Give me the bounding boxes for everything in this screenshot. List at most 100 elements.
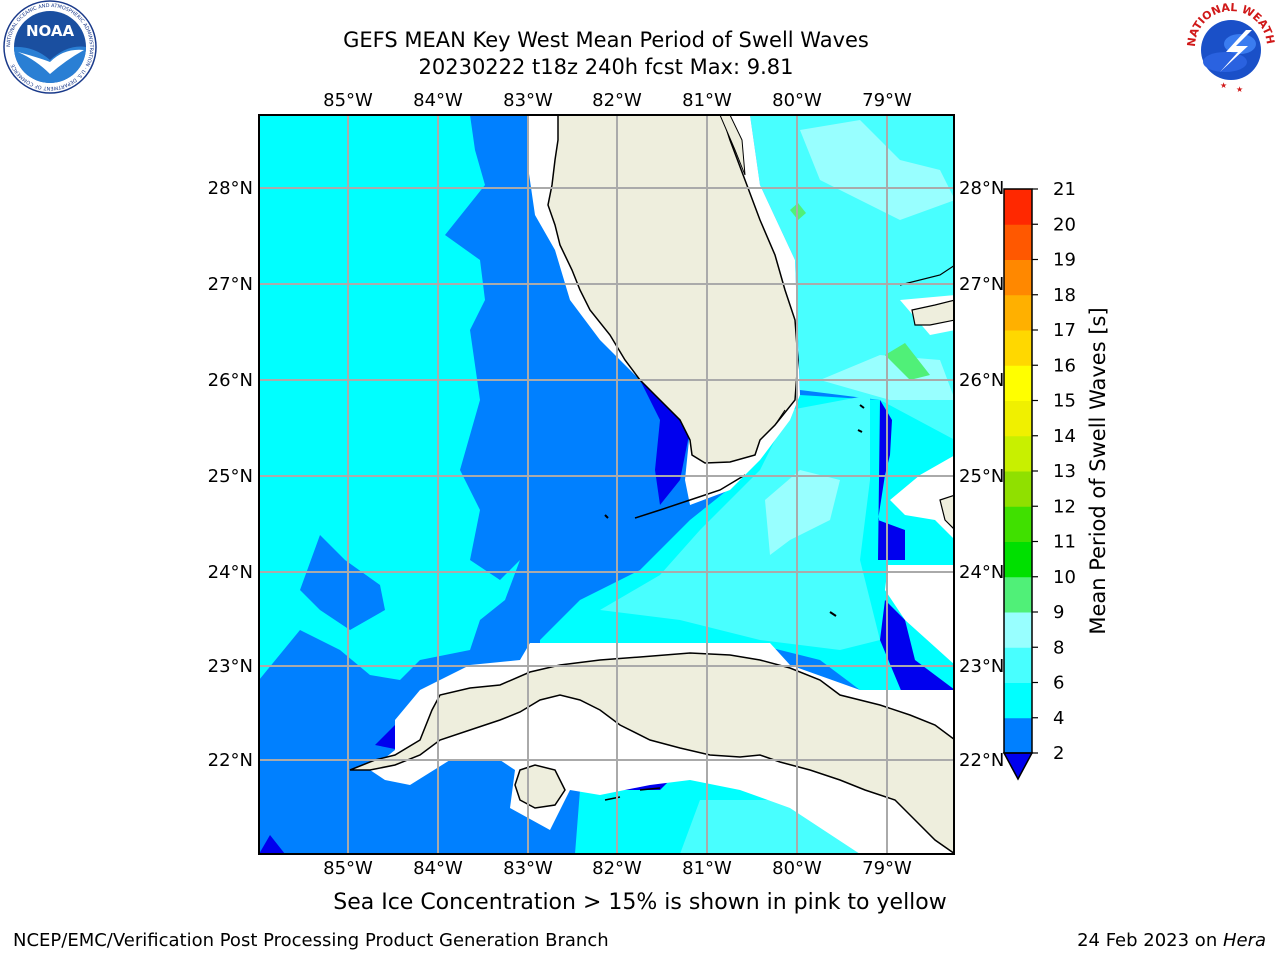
lon-label: 79°W [862,90,912,111]
colorbar-tick-label: 15 [1053,391,1076,412]
lat-label: 22°N [959,750,1004,771]
lon-label: 84°W [413,90,463,111]
lat-labels-right: 28°N 27°N 26°N 25°N 24°N 23°N 22°N [959,178,1004,771]
swell-contour-9-10-a [885,343,930,380]
colorbar-bin [1004,541,1032,578]
colorbar-bin [1004,506,1032,542]
colorbar-tick-label: 16 [1053,355,1076,376]
lon-label: 81°W [682,90,732,111]
swell-contour-lt2-ten-thousand [640,380,690,505]
lon-label: 84°W [413,858,463,879]
lat-label: 24°N [959,562,1004,583]
swell-contour-6-8-straits [600,395,880,650]
lat-label: 25°N [208,466,253,487]
colorbar-tick-label: 17 [1053,320,1076,341]
noaa-logo-icon: NOAA NATIONAL OCEANIC AND ATMOSPHERIC AD… [3,0,97,94]
lon-label: 82°W [592,90,642,111]
swell-contour-6-8-south [680,800,860,854]
colorbar-bin [1004,189,1032,225]
swell-contour-lt2-bahamas [878,400,905,560]
colorbar-bin [1004,576,1032,613]
colorbar-bin [1004,400,1032,437]
florida-keys [634,474,746,519]
lon-label: 81°W [682,858,732,879]
date-text: 24 Feb 2023 on [1077,930,1223,951]
lon-labels-top: 85°W 84°W 83°W 82°W 81°W 80°W 79°W [323,90,912,111]
swell-contour-8-9-north [800,120,954,220]
swell-contour-lt2-cuba-west [375,725,400,750]
lat-label: 24°N [208,562,253,583]
colorbar-tick-label: 9 [1053,602,1064,623]
swell-contour-lt2-sw [259,835,285,854]
nws-ring-text: NATIONAL WEATHER SERVICE [0,0,1277,47]
colorbar-tick-label: 20 [1053,214,1076,235]
land-florida [547,115,799,464]
colorbar-bin [1004,612,1032,648]
lat-label: 25°N [959,466,1004,487]
lat-label: 28°N [208,178,253,199]
land-andros [939,494,954,530]
lon-label: 82°W [592,858,642,879]
colorbar-tick-label: 4 [1053,708,1064,729]
colorbar-tick-label: 12 [1053,496,1076,517]
nodata-mask-bahamas-south [885,565,954,665]
colorbar-tick-label: 8 [1053,637,1064,658]
date-stamp: 24 Feb 2023 on Hera [1077,930,1266,951]
svg-text:★: ★ [1236,85,1243,94]
colorbar-bin [1004,330,1032,366]
colorbar-tick-label: 19 [1053,250,1076,271]
colorbar-bin [1004,365,1032,401]
swell-contour-4-6-gulf [259,115,520,680]
lat-label: 22°N [208,750,253,771]
map-plot-area [259,115,954,854]
colorbar: 2 4 6 8 9 10 11 12 13 14 15 16 17 18 19 20 21 [1002,179,1076,781]
lat-label: 26°N [959,370,1004,391]
swell-contour-lt2-east [880,600,954,720]
colorbar-tick-label: 21 [1053,179,1076,200]
colorbar-bin [1004,224,1032,260]
lon-label: 83°W [503,90,553,111]
lon-label: 85°W [323,858,373,879]
colorbar-tick-label: 6 [1053,673,1064,694]
lat-label: 28°N [959,178,1004,199]
lon-label: 83°W [503,858,553,879]
lon-label: 85°W [323,90,373,111]
colorbar-tick-label: 11 [1053,532,1076,553]
lat-label: 27°N [959,274,1004,295]
land-grand-bahama [911,299,954,326]
lat-label: 27°N [208,274,253,295]
lon-labels-bottom: 85°W 84°W 83°W 82°W 81°W 80°W 79°W [323,858,912,879]
svg-text:★: ★ [1220,81,1227,90]
credit-text: NCEP/EMC/Verification Post Processing Pr… [13,930,609,951]
lat-label: 23°N [208,656,253,677]
host-name: Hera [1222,930,1266,951]
lat-label: 23°N [959,656,1004,677]
svg-text:NATIONAL WEATHER SERVICE: NATIONAL WEATHER SERVICE [0,0,1277,47]
colorbar-tick-label: 14 [1053,426,1076,447]
lon-label: 79°W [862,858,912,879]
colorbar-bin [1004,471,1032,507]
colorbar-tick-label: 10 [1053,567,1076,588]
colorbar-tick-label: 18 [1053,285,1076,306]
lon-label: 80°W [772,858,822,879]
colorbar-label: Mean Period of Swell Waves [s] [1086,307,1110,634]
map-gridlines [259,115,954,854]
colorbar-bin [1004,435,1032,472]
noaa-logo-text: NOAA [26,22,75,40]
colorbar-bin [1004,717,1032,754]
swell-contour-8-9-straits [765,470,840,555]
colorbar-bin [1004,682,1032,719]
land-cuba [349,652,954,854]
colorbar-extend-min [1002,752,1034,781]
colorbar-bin [1004,259,1032,296]
colorbar-tick-label: 2 [1053,743,1064,764]
lat-label: 26°N [208,370,253,391]
swell-contour-2-4-inner [300,535,385,630]
map-frame [258,114,955,855]
chart-title: GEFS MEAN Key West Mean Period of Swell … [343,28,869,52]
colorbar-tick-label: 13 [1053,461,1076,482]
chart-subtitle: 20230222 t18z 240h fcst Max: 9.81 [418,55,794,79]
land-cape-canaveral [719,115,746,176]
colorbar-bin [1004,647,1032,683]
